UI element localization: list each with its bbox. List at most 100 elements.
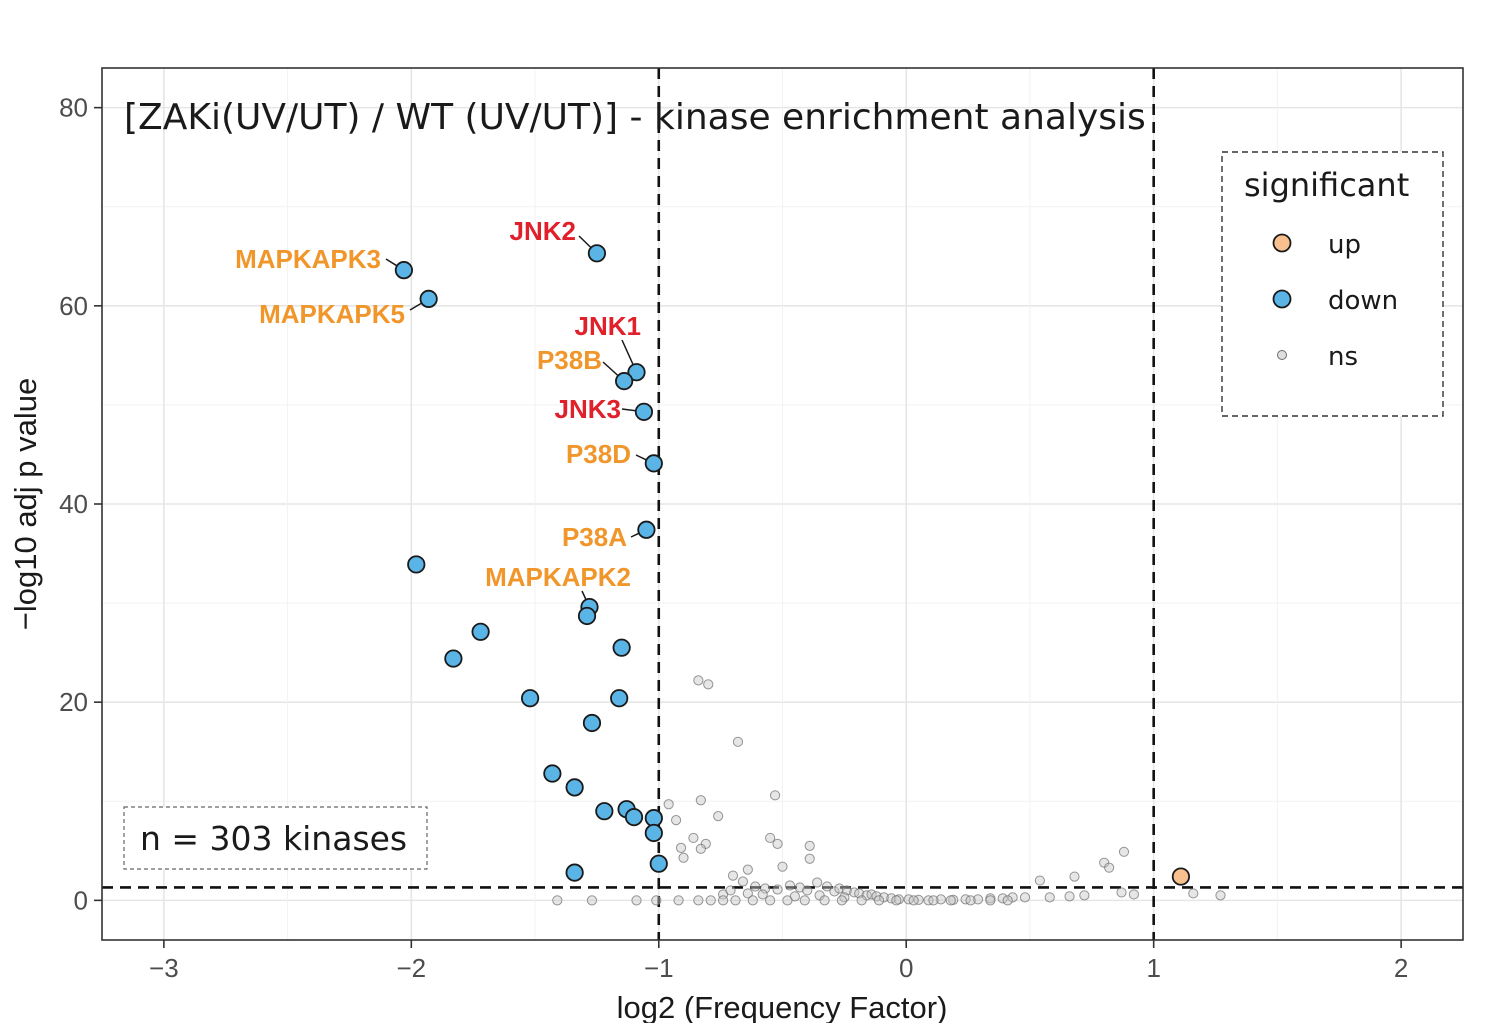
down-point (610, 689, 629, 708)
ns-point (878, 892, 890, 903)
ns-point (695, 843, 706, 854)
down-point (649, 854, 668, 873)
ns-point (552, 895, 563, 906)
count-annotation-text: n = 303 kinases (140, 819, 407, 858)
down-point (644, 823, 663, 843)
y-tick-label: 20 (59, 687, 88, 717)
ns-point (1007, 892, 1018, 903)
ns-point (935, 894, 946, 905)
ns-point (678, 852, 689, 863)
ns-point (673, 895, 684, 906)
down-point (520, 689, 540, 708)
down-point (394, 261, 413, 280)
down-point (565, 863, 584, 882)
ns-point (727, 870, 739, 881)
ns-point (802, 885, 813, 896)
y-tick-label: 80 (59, 93, 88, 123)
label-leader-line (385, 258, 398, 267)
y-axis-title: −log10 adj p value (8, 378, 43, 631)
grid-lines (102, 68, 1463, 940)
ns-point (675, 842, 687, 853)
down-point (644, 454, 663, 473)
legend-down-label: down (1328, 286, 1398, 316)
point-label-p38d: P38D (566, 439, 631, 469)
ns-point (1215, 890, 1226, 901)
label-leader-line (630, 532, 640, 538)
x-tick-label: 2 (1394, 953, 1408, 983)
ns-point (891, 895, 902, 906)
down-point (637, 520, 656, 539)
ns-point (1116, 887, 1127, 898)
down-point (582, 713, 602, 733)
significant-points (394, 244, 1191, 886)
ns-point (1188, 888, 1199, 899)
down-point (577, 606, 597, 626)
ns-point (693, 675, 704, 686)
ns-point (695, 795, 706, 806)
ns-point (747, 895, 758, 906)
legend-title: significant (1244, 166, 1409, 204)
y-tick-label: 60 (59, 291, 88, 321)
ns-point (757, 889, 768, 900)
count-annotation: n = 303 kinases (123, 806, 428, 870)
ns-point (725, 885, 736, 896)
ns-point (663, 799, 674, 810)
x-tick-label: −1 (644, 953, 674, 983)
y-axis: 0 20 40 60 80 (59, 93, 102, 915)
ns-point (1064, 891, 1075, 902)
ns-point (703, 679, 714, 690)
down-point (543, 764, 562, 783)
ns-point (1104, 862, 1115, 873)
ns-point (856, 895, 867, 906)
x-tick-label: −2 (396, 953, 426, 983)
ns-point (1002, 895, 1013, 906)
threshold-lines (102, 68, 1463, 940)
ns-point (799, 895, 810, 906)
ns-point (777, 861, 788, 872)
ns-point (742, 888, 753, 899)
label-leader-line (581, 590, 587, 600)
ns-point (804, 853, 815, 864)
down-point (444, 649, 463, 668)
ns-point (586, 895, 598, 906)
ns-point (1019, 892, 1031, 903)
down-point (615, 372, 634, 391)
ns-point (718, 895, 729, 906)
down-point (471, 622, 490, 641)
ns-point (693, 895, 704, 906)
ns-point (651, 895, 662, 906)
x-tick-label: 0 (899, 953, 913, 983)
legend-down-marker (1272, 289, 1292, 309)
down-point (565, 778, 584, 797)
down-point (612, 638, 631, 657)
label-leader-line (621, 339, 634, 366)
ns-point (737, 876, 749, 887)
ns-point (945, 895, 956, 906)
point-label-jnk3: JNK3 (555, 394, 621, 424)
ns-point (819, 895, 830, 906)
down-point (419, 289, 438, 308)
down-point (644, 809, 663, 828)
ns-points (552, 675, 1226, 906)
legend-ns-label: ns (1328, 342, 1358, 372)
ns-point (760, 883, 771, 894)
x-tick-label: 1 (1146, 953, 1160, 983)
ns-point (965, 895, 976, 906)
label-leader-line (409, 302, 422, 311)
ns-point (1128, 889, 1139, 900)
point-label-jnk1: JNK1 (575, 311, 641, 341)
ns-point (730, 895, 741, 906)
down-point (624, 808, 644, 827)
point-label-mapkapk3: MAPKAPK3 (235, 244, 381, 274)
x-axis: −3 −2 −1 0 1 2 (149, 940, 1408, 983)
y-tick-label: 40 (59, 489, 88, 519)
ns-point (750, 881, 761, 892)
ns-point (908, 895, 919, 906)
ns-point (1034, 875, 1045, 886)
point-label-mapkapk5: MAPKAPK5 (259, 299, 405, 329)
ns-point (772, 884, 783, 895)
ns-point (794, 882, 805, 893)
legend: significant up down ns (1221, 151, 1444, 417)
label-leader-line (578, 235, 592, 249)
ns-point (742, 864, 753, 875)
